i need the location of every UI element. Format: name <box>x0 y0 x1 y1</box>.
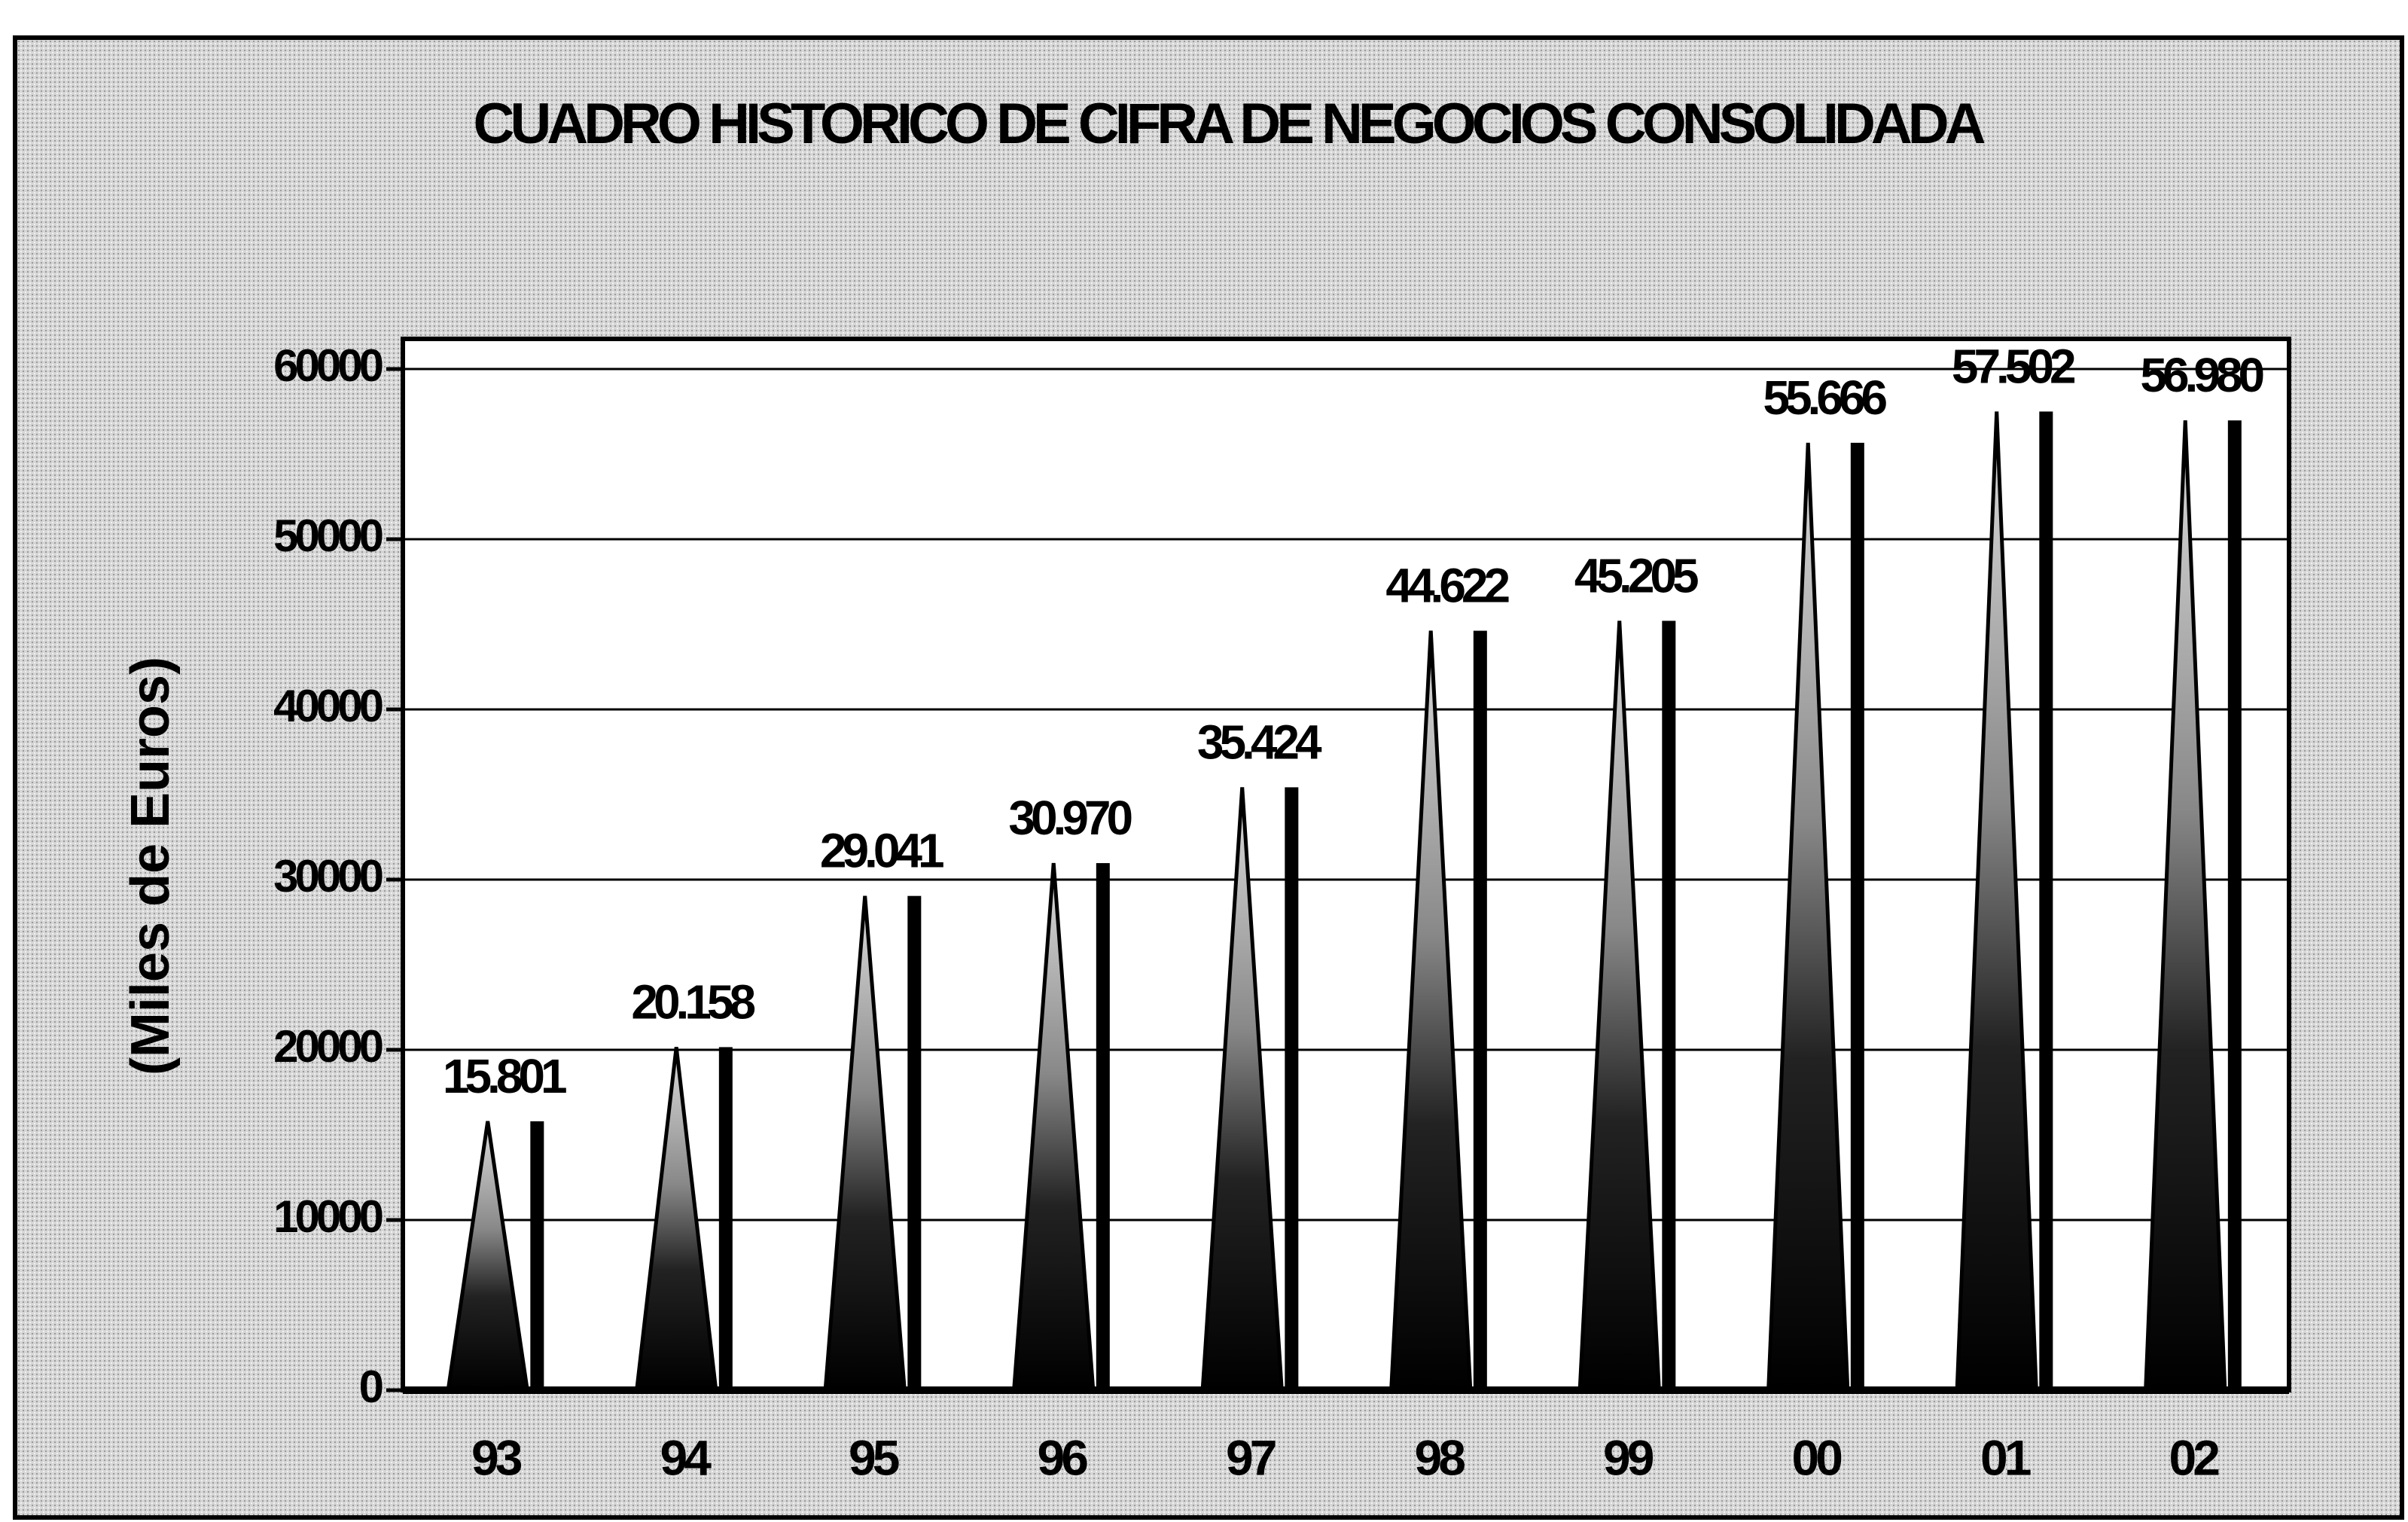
bar-shadow <box>2227 420 2242 1391</box>
x-tick-label: 95 <box>849 1429 899 1485</box>
bar-shadow <box>1096 863 1110 1390</box>
bar-shadow <box>1662 621 1676 1390</box>
x-tick-label: 99 <box>1603 1429 1654 1485</box>
value-label: 45.205 <box>1574 548 1698 602</box>
value-label: 15.801 <box>443 1049 566 1103</box>
x-tick-label: 93 <box>471 1429 522 1485</box>
value-label: 35.424 <box>1197 715 1322 769</box>
value-label: 44.622 <box>1385 558 1509 612</box>
chart-title: CUADRO HISTORICO DE CIFRA DE NEGOCIOS CO… <box>474 92 1985 156</box>
value-label: 20.158 <box>631 975 754 1029</box>
y-axis-label: (Miles de Euros) <box>120 657 181 1075</box>
y-tick-label: 0 <box>359 1362 383 1412</box>
y-tick-label: 40000 <box>273 681 382 731</box>
value-label: 29.041 <box>820 824 943 878</box>
x-tick-label: 97 <box>1226 1429 1276 1485</box>
y-tick-label: 30000 <box>273 851 382 901</box>
y-tick-label: 60000 <box>273 340 382 391</box>
bar-shadow <box>1473 630 1487 1390</box>
x-tick-label: 98 <box>1415 1429 1465 1485</box>
y-tick-label: 20000 <box>273 1021 382 1072</box>
value-label: 57.502 <box>1952 339 2075 393</box>
bar-shadow <box>1850 442 1864 1390</box>
bar-shadow <box>1285 787 1299 1390</box>
x-tick-label: 02 <box>2169 1429 2220 1485</box>
x-tick-label: 01 <box>1980 1429 2031 1485</box>
value-label: 56.980 <box>2140 348 2263 402</box>
bar-shadow <box>2039 411 2053 1390</box>
y-tick-label: 50000 <box>273 511 382 561</box>
x-tick-label: 94 <box>660 1429 712 1485</box>
x-tick-label: 96 <box>1038 1429 1088 1485</box>
y-tick-label: 10000 <box>273 1191 382 1242</box>
x-tick-label: 00 <box>1792 1429 1842 1485</box>
value-label: 55.666 <box>1763 371 1886 425</box>
value-label: 30.970 <box>1008 791 1131 845</box>
bar-shadow <box>907 895 922 1390</box>
bar-shadow <box>718 1047 733 1390</box>
bar-shadow <box>530 1121 544 1390</box>
